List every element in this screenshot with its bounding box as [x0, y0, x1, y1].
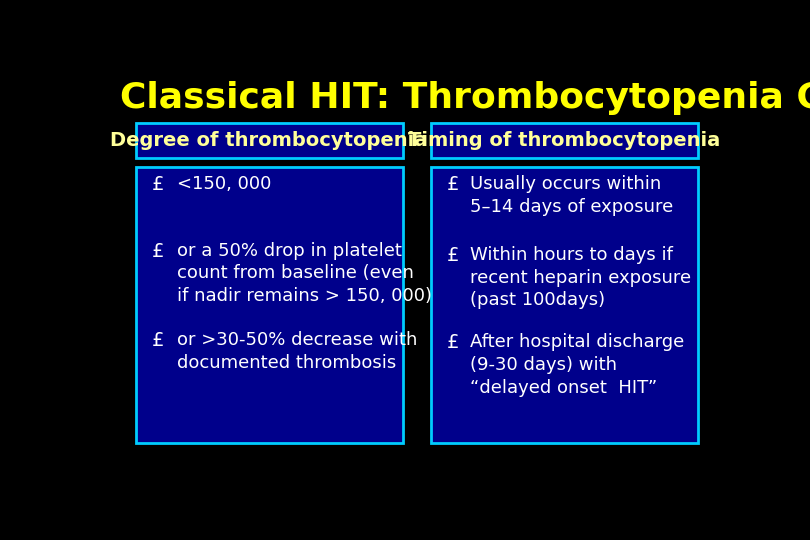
Text: After hospital discharge
(9-30 days) with
“delayed onset  HIT”: After hospital discharge (9-30 days) wit…: [470, 333, 684, 397]
Text: £: £: [446, 175, 459, 194]
Text: £: £: [151, 175, 164, 194]
Text: Usually occurs within
5–14 days of exposure: Usually occurs within 5–14 days of expos…: [470, 175, 673, 216]
Text: Degree of thrombocytopenia: Degree of thrombocytopenia: [110, 131, 428, 150]
FancyBboxPatch shape: [136, 123, 403, 158]
FancyBboxPatch shape: [431, 167, 697, 443]
FancyBboxPatch shape: [136, 167, 403, 443]
Text: £: £: [446, 333, 459, 352]
FancyBboxPatch shape: [431, 123, 697, 158]
Text: Within hours to days if
recent heparin exposure
(past 100days): Within hours to days if recent heparin e…: [470, 246, 691, 309]
Text: £: £: [151, 241, 164, 260]
Text: or >30-50% decrease with
documented thrombosis: or >30-50% decrease with documented thro…: [177, 331, 417, 372]
Text: £: £: [446, 246, 459, 265]
Text: Classical HIT: Thrombocytopenia Criteria: Classical HIT: Thrombocytopenia Criteria: [120, 82, 810, 116]
Text: or a 50% drop in platelet
count from baseline (even
if nadir remains > 150, 000): or a 50% drop in platelet count from bas…: [177, 241, 432, 305]
Text: Timing of thrombocytopenia: Timing of thrombocytopenia: [408, 131, 720, 150]
Text: £: £: [151, 331, 164, 350]
Text: <150, 000: <150, 000: [177, 175, 271, 193]
